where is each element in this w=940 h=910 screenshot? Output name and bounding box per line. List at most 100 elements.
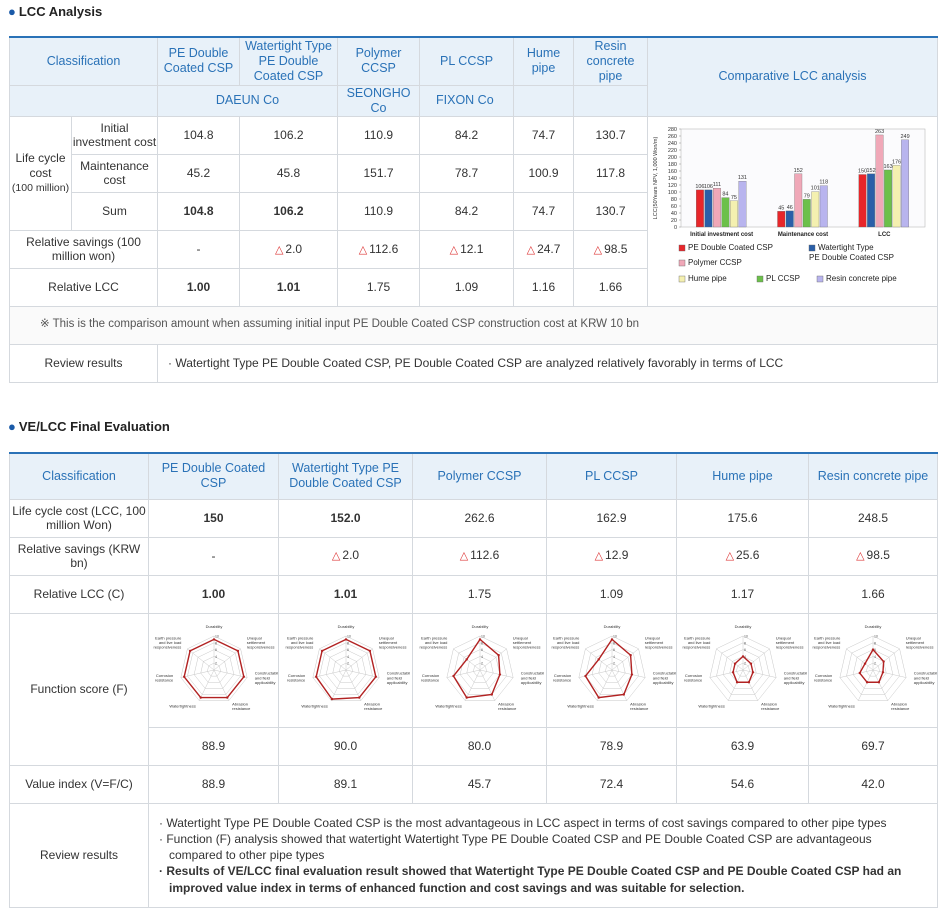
radar-spoke	[180, 669, 214, 678]
radar-point	[751, 670, 754, 673]
radar-axis-label: Earth pressure and live load responsivenes…	[153, 635, 182, 649]
y-tick-label: 60	[670, 204, 676, 210]
radar-series	[452, 637, 501, 698]
y-tick-label: 220	[667, 148, 676, 154]
legend-swatch	[678, 259, 685, 266]
radar-grid	[715, 642, 770, 695]
company-seongho: SEONGHO Co	[337, 84, 421, 117]
radar-grid	[206, 662, 221, 676]
ve-section-title: ● VE/LCC Final Evaluation	[8, 419, 170, 434]
initial-cost-label: Initial investment cost	[70, 115, 159, 155]
radar-tick-label: 4	[744, 654, 746, 658]
radar-point	[182, 675, 185, 678]
radar-tick-label: 6	[613, 648, 615, 652]
lcc-table: Classification PE Double Coated CSP Wate…	[8, 36, 939, 383]
lcc-head-pipe: PL CCSP	[419, 36, 515, 86]
radar-cell: Durability Unequal settlement responsivenes…	[412, 612, 548, 728]
ve-lcc-cell: 262.6	[412, 498, 547, 538]
lcc-head-classification: Classification	[8, 36, 159, 86]
y-tick-label: 160	[667, 169, 676, 175]
sum-cell: 104.8	[157, 191, 241, 231]
legend-swatch	[756, 275, 763, 282]
radar-spoke	[596, 669, 612, 701]
radar-tick-label: 4	[613, 654, 615, 658]
ve-savings-cell: △ 25.6	[676, 536, 809, 576]
maintenance-cost-cell: 45.2	[157, 153, 241, 193]
radar-axis-label: Corrosion resistance	[420, 673, 439, 683]
radar-tick-label: 2	[347, 661, 349, 665]
radar-point	[741, 654, 744, 658]
radar-axis-label: Earth pressure and live load responsivenes…	[813, 635, 842, 649]
radar-axis-label: Watertightness	[435, 703, 462, 708]
radar-spoke	[872, 648, 900, 670]
y-tick-label: 80	[670, 197, 676, 203]
value-index-cell: 45.7	[412, 764, 547, 804]
ve-savings-cell: △ 2.0	[278, 536, 413, 576]
radar-point	[610, 637, 613, 641]
radar-point	[344, 637, 347, 641]
ve-lcc-cell: 150	[148, 498, 279, 538]
radar-tick-label: 8	[874, 641, 876, 645]
legend-swatch	[816, 275, 823, 282]
y-axis-label: LCC(50Years NPV, 1,000 Won/m)	[653, 136, 659, 219]
radar-cell: Durability Unequal settlement responsivenes…	[546, 612, 680, 728]
company-fixon: FIXON Co	[419, 84, 515, 117]
radar-tick-label: 8	[744, 641, 746, 645]
radar-axis-label: Earth pressure and live load responsivenes…	[419, 635, 448, 649]
bar-label: 131	[737, 175, 746, 181]
ve-lcc-label: Life cycle cost (LCC, 100 million Won)	[9, 498, 149, 538]
legend-label: PE Double Coated CSP	[688, 243, 773, 252]
ve-review-label: Review results	[9, 802, 149, 908]
radar-tick-label: 2	[874, 661, 876, 665]
triangle-icon: △	[594, 550, 604, 563]
radar-chart: Durability Unequal settlement responsivenes…	[285, 624, 414, 711]
radar-axis-label: Corrosion resistance	[154, 673, 173, 683]
radar-spoke	[611, 648, 639, 670]
maintenance-cost-cell: 151.7	[337, 153, 421, 193]
radar-axis-label: Durability	[865, 624, 882, 629]
lcc-chart-cell: 0 20 40 60 80 100 120 140 160 180 200 220 240 260 280 L…	[647, 115, 939, 307]
company-daeun: DAEUN Co	[157, 84, 339, 117]
savings-cell: △ 98.5	[573, 229, 649, 269]
legend-label: Watertight Type PE Double Coated CSP	[809, 243, 894, 262]
radar-point	[314, 675, 317, 678]
ve-review-item: · Results of VE/LCC final evaluation res…	[159, 864, 902, 895]
radar-point	[597, 657, 600, 661]
radar-point	[212, 637, 215, 641]
legend-label: Resin concrete pipe	[826, 274, 897, 283]
y-tick-label: 200	[667, 155, 676, 161]
ve-lcc-cell: 152.0	[278, 498, 413, 538]
bar	[785, 210, 794, 227]
bar-label: 263	[875, 128, 884, 134]
radar-axis-label: Corrosion resistance	[552, 673, 571, 683]
radar-axis-label: Durability	[471, 624, 488, 629]
radar-cell: Durability Unequal settlement responsivenes…	[808, 612, 940, 728]
y-tick-label: 120	[667, 183, 676, 189]
radar-point	[597, 695, 600, 699]
sum-cell: 106.2	[239, 191, 339, 231]
function-score-cell: 88.9	[148, 726, 279, 766]
radar-tick-label: 2	[481, 661, 483, 665]
radar-tick-label: 10	[744, 634, 748, 638]
ve-lcc-cell: 248.5	[808, 498, 938, 538]
radar-tick-label: 2	[613, 661, 615, 665]
radar-spoke	[312, 669, 346, 678]
y-tick-label: 180	[667, 162, 676, 168]
radar-spoke	[213, 648, 241, 670]
radar-series	[584, 637, 633, 698]
radar-point	[630, 672, 633, 676]
bar-label: 45	[778, 205, 784, 211]
radar-point	[320, 649, 323, 652]
bar	[712, 187, 721, 227]
radar-point	[863, 661, 867, 665]
radar-spoke	[213, 669, 229, 701]
radar-axis-label: Watertightness	[698, 703, 725, 708]
maintenance-cost-cell: 117.8	[573, 153, 649, 193]
sum-cell: 110.9	[337, 191, 421, 231]
radar-point	[188, 649, 191, 652]
lcc-note: ※ This is the comparison amount when ass…	[8, 305, 939, 345]
radar-axis-label: Abrasion resistance	[498, 701, 517, 711]
radar-axis-label: Watertightness	[301, 703, 328, 708]
bar	[866, 173, 875, 227]
bar-label: 150	[858, 168, 867, 174]
